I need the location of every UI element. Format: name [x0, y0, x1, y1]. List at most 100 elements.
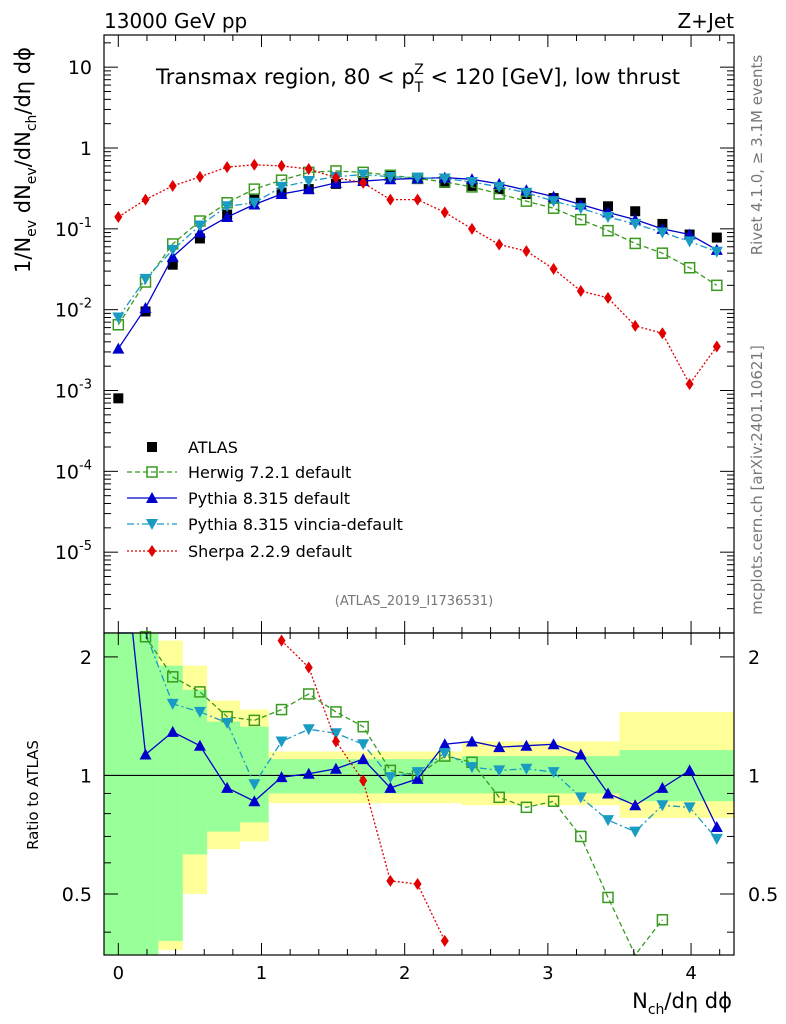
analysis-id: (ATLAS_2019_I1736531) — [335, 594, 493, 609]
ratio-point-herwig-7-2-1-default — [602, 891, 614, 904]
ratio-point-herwig-7-2-1-default — [194, 686, 206, 698]
point-pythia-8-315-vincia-default — [493, 181, 506, 193]
ratio-point-pythia-8-315-vincia-default — [493, 765, 506, 777]
ratio-point-herwig-7-2-1-default — [275, 703, 288, 716]
point-sherpa-2-2-9-default — [168, 179, 177, 192]
ratio-tick-label-right: 1 — [748, 765, 760, 787]
x-tick-label: 4 — [685, 963, 696, 984]
ratio-point-pythia-8-315-default — [438, 738, 451, 750]
ratio-point-pythia-8-315-default — [193, 739, 206, 751]
point-pythia-8-315-default — [166, 250, 179, 262]
point-sherpa-2-2-9-default — [685, 378, 694, 391]
point-sherpa-2-2-9-default — [386, 193, 395, 206]
y-axis-label: 1/Nev dNev/dNch/dη dϕ — [11, 47, 40, 273]
ratio-point-pythia-8-315-vincia-default — [221, 717, 234, 729]
mcplots-label: mcplots.cern.ch [arXiv:2401.10621] — [748, 345, 766, 615]
ratio-point-pythia-8-315-default — [302, 767, 315, 779]
point-atlas — [711, 232, 722, 243]
ratio-frame — [103, 632, 735, 956]
point-pythia-8-315-vincia-default — [683, 236, 696, 248]
legend-marker-pythia-8-315-vincia-default — [146, 519, 158, 530]
ratio-tick-label: 1 — [80, 765, 92, 787]
point-atlas — [194, 233, 205, 244]
point-atlas — [630, 206, 641, 217]
ratio-point-herwig-7-2-1-default — [656, 914, 669, 926]
ratio-point-pythia-8-315-vincia-default — [683, 802, 696, 814]
legend-marker-herwig-7-2-1-default — [146, 466, 158, 478]
point-pythia-8-315-vincia-default — [357, 169, 370, 181]
ratio-point-pythia-8-315-default — [710, 820, 723, 832]
y-tick-label: 10-4 — [55, 458, 92, 483]
band-green — [461, 756, 620, 794]
point-herwig-7-2-1-default — [629, 237, 641, 250]
ratio-point-herwig-7-2-1-default — [520, 801, 533, 814]
ratio-tick-label-right: 0.5 — [748, 884, 778, 906]
ratio-point-herwig-7-2-1-default — [166, 671, 179, 683]
ratio-point-pythia-8-315-vincia-default — [248, 779, 261, 791]
point-atlas — [603, 201, 613, 212]
point-pythia-8-315-vincia-default — [438, 173, 451, 185]
point-sherpa-2-2-9-default — [195, 170, 204, 183]
legend: ATLAS Herwig 7.2.1 default Pythia 8.315 de… — [127, 438, 403, 561]
ratio-point-sherpa-2-2-9-default — [386, 874, 395, 887]
point-pythia-8-315-vincia-default — [248, 197, 261, 209]
legend-label-pythia-8-315-vincia-default: Pythia 8.315 vincia-default — [188, 515, 403, 534]
ratio-point-herwig-7-2-1-default — [575, 830, 587, 843]
point-pythia-8-315-vincia-default — [465, 176, 478, 188]
ratio-point-pythia-8-315-default — [683, 764, 696, 776]
point-pythia-8-315-vincia-default — [221, 201, 234, 213]
ratio-point-sherpa-2-2-9-default — [277, 634, 286, 647]
ratio-tick-label: 0.5 — [62, 884, 92, 906]
ratio-point-herwig-7-2-1-default — [493, 791, 505, 804]
ratio-point-herwig-7-2-1-default — [248, 714, 261, 727]
ratio-point-pythia-8-315-vincia-default — [520, 763, 533, 775]
y-tick-label: 10 — [68, 57, 92, 79]
ratio-line-pythia-8-315-default — [131, 632, 147, 755]
point-sherpa-2-2-9-default — [576, 285, 585, 298]
point-atlas — [167, 259, 178, 270]
plot-title: Transmax region, 80 < pTZ < 120 [GeV], l… — [155, 62, 680, 96]
point-pythia-8-315-default — [221, 211, 234, 223]
ratio-line-pythia-8-315-vincia-default — [144, 632, 718, 840]
point-sherpa-2-2-9-default — [114, 211, 123, 224]
ratio-point-pythia-8-315-default — [411, 772, 424, 784]
ratio-point-pythia-8-315-default — [602, 787, 614, 799]
ratio-point-pythia-8-315-default — [329, 762, 342, 774]
point-herwig-7-2-1-default — [683, 262, 696, 274]
main-panel: 10 1 10-1 10-2 10-3 10-4 10-5 Transmax region,… — [11, 34, 735, 634]
point-atlas — [113, 393, 124, 404]
ratio-point-pythia-8-315-vincia-default — [438, 748, 451, 760]
point-sherpa-2-2-9-default — [631, 319, 640, 332]
point-sherpa-2-2-9-default — [223, 161, 232, 174]
ratio-y-label: Ratio to ATLAS — [24, 740, 42, 850]
ratio-line-pythia-8-315-default — [145, 731, 718, 828]
point-pythia-8-315-default — [275, 187, 288, 199]
ratio-point-pythia-8-315-vincia-default — [357, 739, 370, 751]
ratio-point-pythia-8-315-vincia-default — [275, 736, 288, 748]
ratio-point-pythia-8-315-default — [629, 799, 642, 811]
y-tick-label: 10-5 — [55, 539, 92, 564]
point-pythia-8-315-vincia-default — [710, 246, 723, 258]
legend-label-sherpa-2-2-9-default: Sherpa 2.2.9 default — [188, 542, 352, 561]
ratio-point-sherpa-2-2-9-default — [304, 661, 313, 674]
point-pythia-8-315-vincia-default — [547, 196, 560, 208]
ratio-point-pythia-8-315-default — [275, 771, 288, 783]
x-tick-label: 0 — [113, 963, 124, 984]
series-line-pythia-8-315-vincia-default — [117, 173, 718, 318]
point-pythia-8-315-vincia-default — [602, 212, 614, 224]
ratio-point-pythia-8-315-vincia-default — [656, 800, 669, 812]
y-tick-label: 1 — [80, 138, 92, 160]
point-pythia-8-315-vincia-default — [166, 244, 179, 256]
band-green — [158, 665, 183, 941]
ratio-point-pythia-8-315-default — [384, 781, 397, 793]
band-green — [104, 633, 159, 955]
ratio-tick-label-right: 2 — [748, 647, 760, 669]
point-sherpa-2-2-9-default — [331, 171, 340, 184]
point-sherpa-2-2-9-default — [549, 262, 558, 275]
ratio-point-pythia-8-315-default — [221, 781, 234, 793]
ratio-point-herwig-7-2-1-default — [330, 706, 342, 718]
band-green — [240, 726, 269, 823]
point-sherpa-2-2-9-default — [604, 291, 612, 304]
point-pythia-8-315-default — [112, 342, 125, 354]
